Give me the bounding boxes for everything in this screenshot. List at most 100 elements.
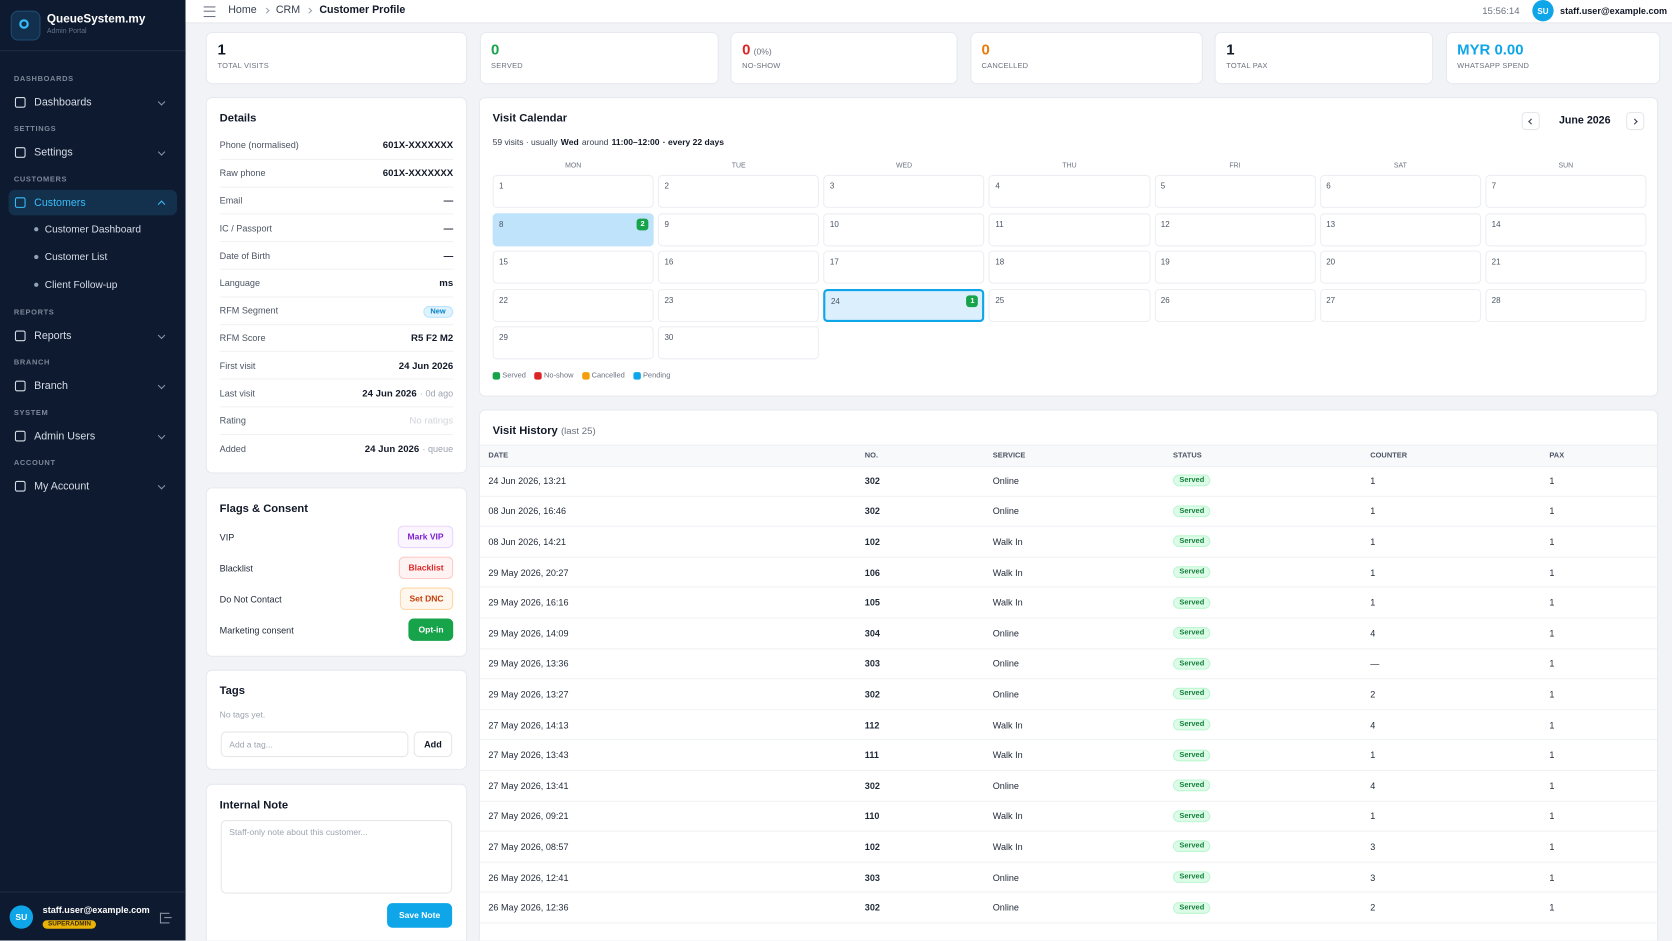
day-cell[interactable]: 4 bbox=[988, 174, 1151, 208]
logout-button[interactable] bbox=[159, 912, 172, 924]
table-row[interactable]: 27 May 2026, 08:57 102 Walk In Served 3 1 bbox=[479, 832, 1658, 863]
table-row[interactable]: 08 Jun 2026, 16:46 302 Online Served 1 1 bbox=[479, 496, 1658, 527]
day-cell[interactable]: 5 bbox=[1154, 174, 1316, 208]
flag-button[interactable]: Blacklist bbox=[398, 556, 454, 580]
table-row[interactable]: 26 May 2026, 12:36 302 Online Served 2 1 bbox=[479, 893, 1658, 924]
day-cell[interactable]: 13 bbox=[1319, 212, 1481, 246]
table-cell: 1 bbox=[1370, 557, 1375, 586]
table-cell: Online bbox=[993, 771, 1019, 800]
day-cell[interactable]: 25 bbox=[988, 288, 1151, 322]
menu-toggle[interactable] bbox=[203, 6, 216, 18]
cell-text: 29 May 2026, 13:27 bbox=[488, 688, 569, 700]
table-row[interactable]: 24 Jun 2026, 13:21 302 Online Served 1 1 bbox=[479, 466, 1658, 497]
day-cell[interactable]: 16 bbox=[658, 250, 820, 284]
day-cell[interactable]: 21 bbox=[1485, 250, 1647, 284]
day-number: 3 bbox=[829, 181, 835, 191]
day-cell[interactable]: 11 bbox=[988, 212, 1151, 246]
nav-item[interactable]: Dashboards bbox=[9, 90, 177, 116]
day-cell[interactable]: 27 bbox=[1319, 288, 1481, 322]
day-cell[interactable]: 30 bbox=[658, 326, 820, 360]
nav-item[interactable]: Branch bbox=[9, 373, 177, 399]
nav-item[interactable]: Settings bbox=[9, 140, 177, 166]
nav-caret bbox=[157, 200, 166, 208]
day-number: 11 bbox=[995, 219, 1004, 229]
table-cell: 1 bbox=[1549, 466, 1554, 495]
nav-subitem[interactable]: Client Follow-up bbox=[0, 271, 186, 299]
day-cell[interactable]: 26 bbox=[1154, 288, 1316, 322]
cell-text: 1 bbox=[1549, 597, 1555, 609]
tag-input[interactable] bbox=[220, 731, 409, 758]
cell-text: 1 bbox=[1549, 475, 1555, 487]
stat-number: 0 bbox=[491, 40, 500, 58]
day-number: 30 bbox=[664, 332, 674, 343]
day-cell[interactable]: 24 1 bbox=[823, 288, 985, 322]
table-row[interactable]: 08 Jun 2026, 14:21 102 Walk In Served 1 1 bbox=[479, 527, 1658, 558]
table-cell: 29 May 2026, 13:27 bbox=[488, 679, 568, 708]
table-row[interactable]: 29 May 2026, 20:27 106 Walk In Served 1 1 bbox=[479, 557, 1658, 588]
table-row[interactable]: 27 May 2026, 14:13 112 Walk In Served 4 1 bbox=[479, 710, 1658, 741]
nav-item[interactable]: Admin Users bbox=[9, 423, 177, 449]
detail-value: 24 Jun 2026 bbox=[362, 387, 417, 399]
day-cell[interactable]: 1 bbox=[492, 174, 654, 208]
table-row[interactable]: 29 May 2026, 14:09 304 Online Served 4 1 bbox=[479, 618, 1658, 649]
cell-text: 08 Jun 2026, 14:21 bbox=[488, 536, 567, 548]
flag-button[interactable]: Set DNC bbox=[399, 587, 454, 610]
column-header: STATUS bbox=[1172, 452, 1202, 460]
table-row[interactable]: 29 May 2026, 16:16 105 Walk In Served 1 1 bbox=[479, 588, 1658, 619]
prev-month[interactable] bbox=[1521, 111, 1540, 131]
day-cell[interactable]: 12 bbox=[1154, 212, 1316, 246]
topbar: Home CRM Customer Profile 15:56:14 SU staf… bbox=[185, 0, 1672, 24]
nav-item[interactable]: Reports bbox=[9, 323, 177, 349]
day-cell[interactable]: 28 bbox=[1485, 288, 1647, 322]
table-row[interactable]: 27 May 2026, 09:21 110 Walk In Served 1 1 bbox=[479, 801, 1658, 832]
table-row[interactable]: 29 May 2026, 13:27 302 Online Served 2 1 bbox=[479, 679, 1658, 710]
day-cell[interactable]: 15 bbox=[492, 250, 654, 284]
avatar[interactable]: SU bbox=[1532, 0, 1554, 22]
nav-subitem[interactable]: Customer List bbox=[0, 243, 186, 271]
detail-value-wrap: 24 Jun 2026 · queue bbox=[365, 443, 453, 454]
table-cell: 102 bbox=[865, 832, 880, 861]
status-badge: Served bbox=[1172, 505, 1211, 518]
day-cell[interactable]: 7 bbox=[1485, 174, 1647, 208]
table-row[interactable]: 29 May 2026, 13:36 303 Online Served — 1 bbox=[479, 649, 1658, 680]
day-cell[interactable]: 2 bbox=[658, 174, 820, 208]
breadcrumb-item[interactable]: CRM bbox=[275, 4, 301, 16]
save-button[interactable]: Save Note bbox=[387, 903, 453, 928]
nav-subitem[interactable]: Customer Dashboard bbox=[0, 215, 186, 243]
table-cell: 1 bbox=[1549, 710, 1554, 739]
day-cell[interactable]: 20 bbox=[1319, 250, 1481, 284]
table-row[interactable]: 27 May 2026, 13:43 111 Walk In Served 1 1 bbox=[479, 740, 1658, 771]
detail-label: Phone (normalised) bbox=[219, 140, 299, 151]
day-cell[interactable]: 14 bbox=[1485, 212, 1647, 246]
stat-extra: (0%) bbox=[753, 46, 772, 57]
nav-item[interactable]: My Account bbox=[9, 473, 177, 499]
day-cell[interactable]: 17 bbox=[823, 250, 985, 284]
breadcrumb-item[interactable]: Home bbox=[228, 4, 257, 16]
day-cell[interactable]: 22 bbox=[492, 288, 654, 322]
note-input[interactable] bbox=[220, 820, 453, 894]
logo bbox=[10, 10, 41, 41]
flag-button[interactable]: Opt-in bbox=[408, 618, 454, 641]
day-cell[interactable]: 19 bbox=[1154, 250, 1316, 284]
column-header: PAX bbox=[1549, 452, 1565, 460]
table-row[interactable]: 26 May 2026, 12:41 303 Online Served 3 1 bbox=[479, 862, 1658, 893]
add-button[interactable]: Add bbox=[413, 731, 453, 758]
flag-button[interactable]: Mark VIP bbox=[397, 525, 454, 549]
cell-text: 1 bbox=[1549, 688, 1555, 700]
nav-caret bbox=[157, 331, 166, 340]
day-cell[interactable]: 3 bbox=[823, 174, 985, 208]
nav-item[interactable]: Customers bbox=[8, 189, 178, 216]
day-cell[interactable]: 18 bbox=[988, 250, 1151, 284]
table-row[interactable]: 27 May 2026, 13:41 302 Online Served 4 1 bbox=[479, 771, 1658, 802]
table-cell: Served bbox=[1172, 649, 1211, 678]
next-month[interactable] bbox=[1626, 111, 1645, 131]
nav: DASHBOARDS Dashboards SETTINGS Settings CUST… bbox=[0, 51, 186, 499]
breadcrumb-separator bbox=[306, 7, 313, 14]
day-cell[interactable]: 29 bbox=[492, 326, 654, 360]
day-cell[interactable]: 23 bbox=[658, 288, 820, 322]
flag-label: Do Not Contact bbox=[219, 593, 282, 605]
day-cell[interactable]: 6 bbox=[1319, 174, 1481, 208]
day-cell[interactable]: 10 bbox=[823, 212, 985, 246]
day-cell[interactable]: 9 bbox=[658, 212, 820, 246]
